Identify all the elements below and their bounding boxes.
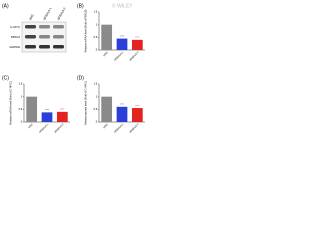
bar	[26, 96, 38, 122]
y-axis-label: Relative mRNA level (Fold of C-MYC)	[9, 81, 13, 124]
blot-band	[53, 45, 64, 49]
y-tick-label: 0.5	[94, 107, 98, 111]
y-tick-label: 0.5	[94, 35, 98, 39]
x-tick-label: siFBXL6-1	[113, 122, 125, 134]
blot-band	[39, 45, 50, 49]
y-tick-label: 1.5	[94, 10, 98, 14]
bar	[56, 111, 68, 122]
blot-band	[53, 35, 64, 39]
bar	[131, 39, 143, 50]
y-axis-label: Relative mRNA level (Fold of FBXL6)	[84, 10, 88, 53]
y-tick-label: 0	[96, 48, 98, 52]
y-tick-label: 1.5	[94, 82, 98, 86]
y-tick-label: 0.5	[19, 107, 23, 111]
significance-label: ****	[60, 108, 64, 112]
significance-label: ****	[120, 34, 124, 38]
watermark: © WILEY	[112, 2, 133, 9]
significance-label: ****	[135, 36, 139, 40]
x-tick-label: siFBXL6-2	[128, 122, 140, 134]
blot-row-label: FBXL6	[11, 35, 21, 39]
y-tick-label: 0	[21, 120, 23, 124]
x-tick-label: siNC	[102, 122, 109, 129]
bar	[41, 112, 53, 122]
panel-label: (B)	[77, 3, 84, 9]
blot-band	[53, 25, 64, 29]
y-tick-label: 1	[21, 94, 23, 98]
blot-band	[39, 35, 50, 39]
blot-band	[25, 25, 36, 29]
y-tick-label: 1	[96, 22, 98, 26]
blot-column-label: siFBXL6-1	[42, 6, 53, 20]
blot-row-label: C-MYC	[10, 25, 21, 29]
blot-band	[25, 35, 36, 39]
blot-row-label: GAPDH	[9, 45, 20, 49]
x-tick-label: siFBXL6-1	[38, 122, 50, 134]
bar	[116, 106, 128, 122]
y-tick-label: 0	[96, 120, 98, 124]
x-tick-label: siFBXL6-1	[113, 50, 125, 62]
blot-band	[25, 45, 36, 49]
y-tick-label: 1.5	[19, 82, 23, 86]
bar	[131, 108, 143, 122]
blot-column-label: siFBXL6-2	[56, 6, 67, 20]
figure: (A) © WILEY C-MYC FBXL6 GAPDH siNC siFBXL6-1…	[2, 2, 145, 134]
significance-label: ****	[120, 102, 124, 106]
panel-label: (D)	[77, 75, 84, 81]
bar	[101, 96, 113, 122]
panel-label: (C)	[2, 75, 9, 81]
bar	[101, 24, 113, 50]
blot-band	[39, 25, 50, 29]
y-axis-label: Relative protein level (Fold of C-MYC)	[84, 81, 88, 125]
significance-label: ****	[135, 104, 139, 108]
blot-column-label: siNC	[28, 13, 35, 21]
panel-label: (A)	[2, 3, 9, 9]
bar	[116, 38, 128, 50]
significance-label: ****	[45, 108, 49, 112]
y-tick-label: 1	[96, 94, 98, 98]
x-tick-label: siFBXL6-2	[53, 122, 65, 134]
x-tick-label: siNC	[27, 122, 34, 129]
x-tick-label: siNC	[102, 50, 109, 57]
x-tick-label: siFBXL6-2	[128, 50, 140, 62]
